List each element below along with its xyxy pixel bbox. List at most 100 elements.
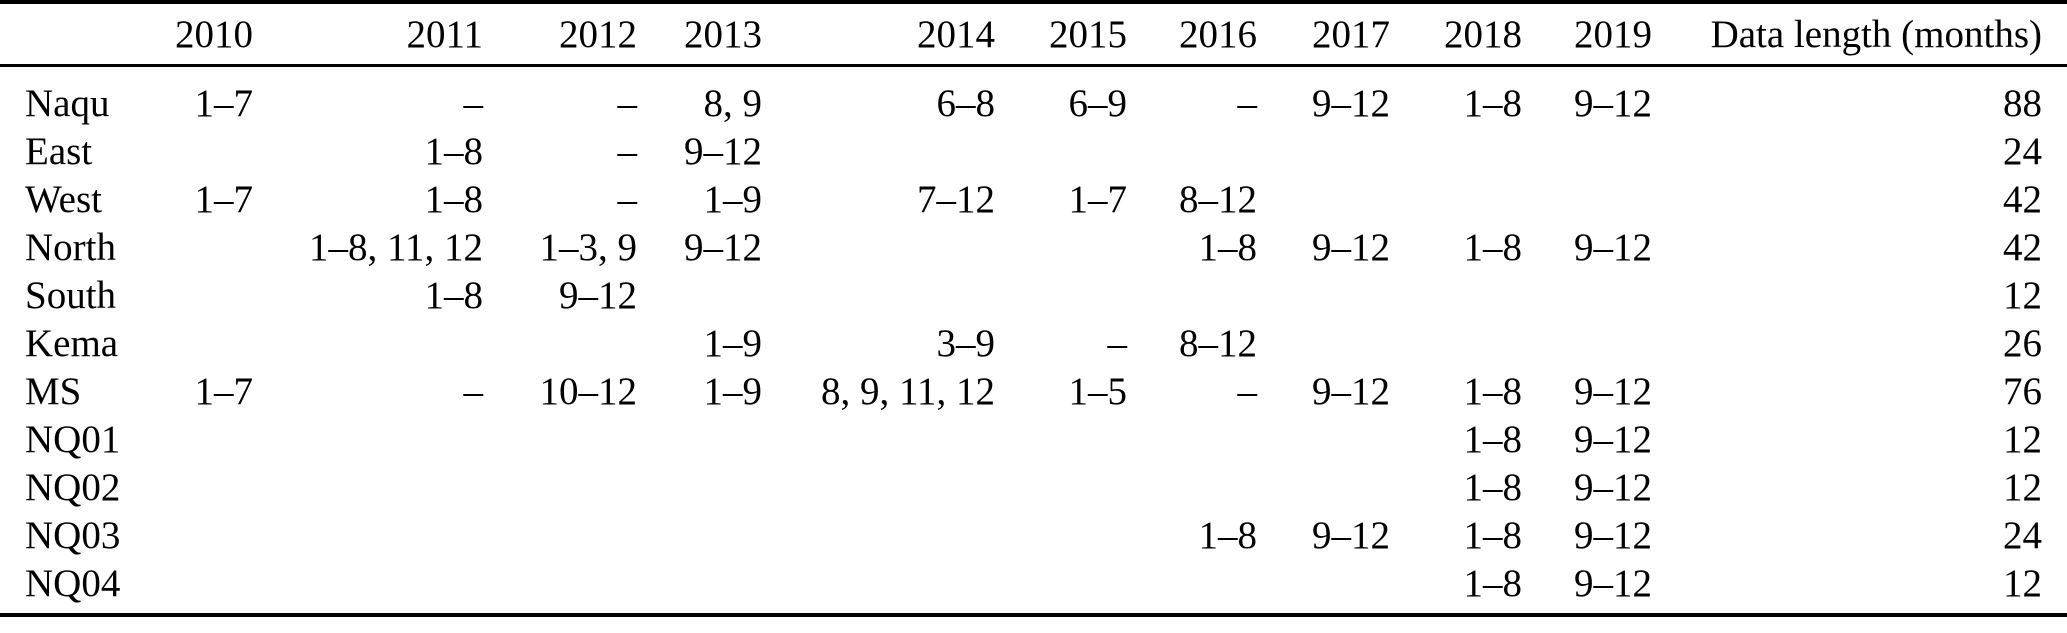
months-cell xyxy=(762,127,995,175)
months-cell: 1–8 xyxy=(1463,417,1523,461)
data-length-cell: 24 xyxy=(2003,129,2042,173)
months-cell xyxy=(637,559,762,615)
months-cell xyxy=(168,127,253,175)
months-cell: 1–7 xyxy=(194,81,254,125)
months-cell xyxy=(637,511,762,559)
station-name: West xyxy=(25,177,103,221)
months-cell: 1–8 xyxy=(1463,225,1523,269)
data-length-cell: 26 xyxy=(2003,321,2042,365)
months-cell xyxy=(1127,271,1257,319)
months-cell: 1–9 xyxy=(703,177,763,221)
months-cell: 9–12 xyxy=(1574,81,1652,125)
months-cell: 1–8 xyxy=(424,273,484,317)
months-cell: 1–7 xyxy=(1068,177,1128,221)
months-cell xyxy=(168,559,253,615)
months-cell: 9–12 xyxy=(1574,417,1652,461)
data-length-cell: 42 xyxy=(2003,225,2042,269)
months-cell xyxy=(995,415,1127,463)
months-cell xyxy=(1522,175,1652,223)
months-cell xyxy=(1390,319,1522,367)
months-cell: – xyxy=(463,81,484,125)
months-cell xyxy=(253,559,483,615)
months-cell: 9–12 xyxy=(1312,225,1390,269)
months-cell xyxy=(1257,175,1390,223)
column-header-2019: 2019 xyxy=(1522,2,1652,67)
months-cell xyxy=(168,463,253,511)
header-row: 2010 2011 2012 2013 2014 2015 2016 2017 … xyxy=(0,2,2067,67)
months-cell xyxy=(483,559,637,615)
table-row: NQ03 1–8 9–12 1–8 9–12 24 xyxy=(0,511,2067,559)
column-header-2018: 2018 xyxy=(1390,2,1522,67)
months-cell xyxy=(168,223,253,271)
data-length-cell: 12 xyxy=(2003,465,2042,509)
months-cell xyxy=(762,511,995,559)
station-name: Kema xyxy=(25,321,119,365)
column-header-2014: 2014 xyxy=(762,2,995,67)
months-cell xyxy=(253,415,483,463)
table-row: NQ04 1–8 9–12 12 xyxy=(0,559,2067,615)
months-cell xyxy=(253,511,483,559)
months-cell xyxy=(1390,127,1522,175)
table-row: North 1–8, 11, 12 1–3, 9 9–12 1–8 9–12 1–8 9–12… xyxy=(0,223,2067,271)
table-row: South 1–8 9–12 12 xyxy=(0,271,2067,319)
table-row: NQ02 1–8 9–12 12 xyxy=(0,463,2067,511)
months-cell: – xyxy=(617,177,638,221)
data-length-cell: 88 xyxy=(2003,81,2042,125)
months-cell xyxy=(1127,127,1257,175)
months-cell xyxy=(1127,415,1257,463)
table-row: East 1–8 – 9–12 24 xyxy=(0,127,2067,175)
months-cell: 1–7 xyxy=(194,177,254,221)
months-cell xyxy=(762,271,995,319)
months-cell: 1–5 xyxy=(1068,369,1128,413)
months-cell xyxy=(995,559,1127,615)
months-cell: 1–8 xyxy=(1463,513,1523,557)
months-cell: 8, 9 xyxy=(703,81,763,125)
months-cell: 1–8 xyxy=(1463,369,1523,413)
months-cell xyxy=(995,511,1127,559)
station-name: NQ02 xyxy=(25,465,121,509)
station-months-table: 2010 2011 2012 2013 2014 2015 2016 2017 … xyxy=(0,0,2067,617)
months-cell: 8–12 xyxy=(1179,321,1257,365)
months-cell xyxy=(995,223,1127,271)
months-cell: 9–12 xyxy=(1574,369,1652,413)
station-name: MS xyxy=(25,369,82,413)
months-cell: 6–8 xyxy=(936,81,996,125)
months-cell xyxy=(168,511,253,559)
months-cell: 1–8 xyxy=(1463,81,1523,125)
column-header-2015: 2015 xyxy=(995,2,1127,67)
months-cell xyxy=(1257,127,1390,175)
months-cell: 6–9 xyxy=(1068,81,1128,125)
months-cell: 1–8 xyxy=(424,177,484,221)
table-row: Kema 1–9 3–9 – 8–12 26 xyxy=(0,319,2067,367)
months-cell: – xyxy=(463,369,484,413)
months-cell xyxy=(1390,271,1522,319)
data-length-cell: 12 xyxy=(2003,417,2042,461)
months-cell xyxy=(762,559,995,615)
months-cell: 3–9 xyxy=(936,321,996,365)
months-cell: 7–12 xyxy=(917,177,995,221)
data-length-cell: 76 xyxy=(2003,369,2042,413)
months-cell xyxy=(1522,271,1652,319)
data-length-cell: 12 xyxy=(2003,273,2042,317)
months-cell: – xyxy=(617,81,638,125)
months-cell xyxy=(1522,319,1652,367)
months-cell: 9–12 xyxy=(1574,513,1652,557)
months-cell xyxy=(253,463,483,511)
months-cell: 1–8, 11, 12 xyxy=(308,225,483,269)
column-header-2016: 2016 xyxy=(1127,2,1257,67)
table-body: Naqu 1–7– –8, 9 6–8 6–9–9–12 1–8 9–12 88 East 1–8… xyxy=(0,66,2067,616)
data-length-cell: 24 xyxy=(2003,513,2042,557)
station-name: East xyxy=(25,129,93,173)
station-data-availability-table-container: 2010 2011 2012 2013 2014 2015 2016 2017 … xyxy=(0,0,2067,617)
table-row: West 1–7 1–8 – 1–9 7–12 1–7 8–12 42 xyxy=(0,175,2067,223)
months-cell: 1–9 xyxy=(703,321,763,365)
months-cell: 1–8 xyxy=(1463,561,1523,605)
column-header-data-length: Data length (months) xyxy=(1652,2,2067,67)
months-cell xyxy=(483,415,637,463)
months-cell xyxy=(995,127,1127,175)
months-cell xyxy=(637,415,762,463)
months-cell xyxy=(1257,319,1390,367)
column-header-station xyxy=(0,2,168,67)
months-cell xyxy=(995,271,1127,319)
station-name: South xyxy=(25,273,117,317)
